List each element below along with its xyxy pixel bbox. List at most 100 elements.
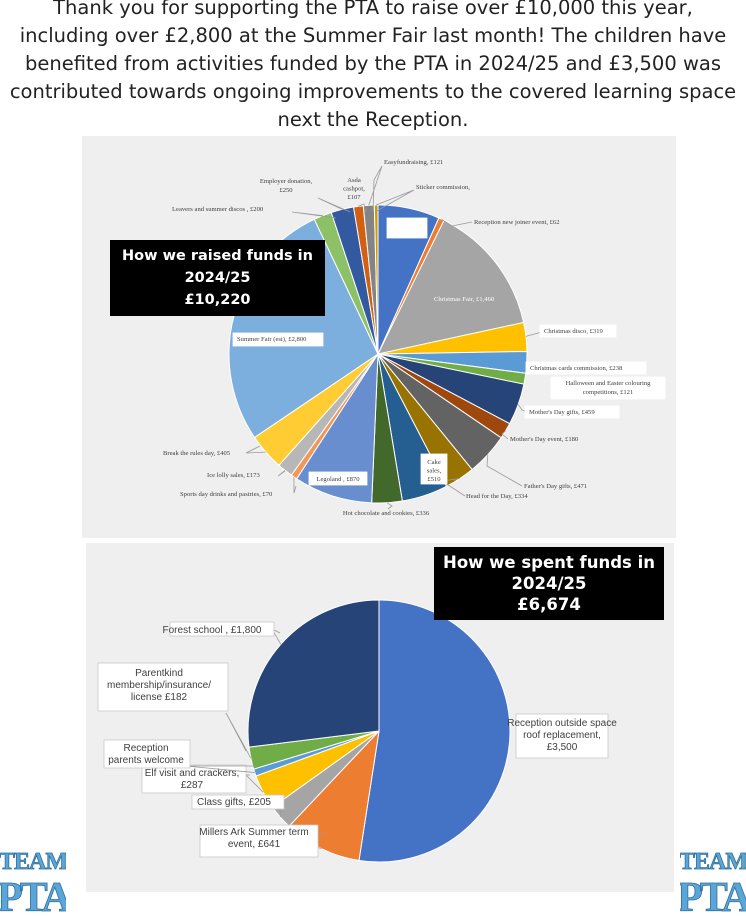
slice-label-hot-chocolate-and-cookies-336: Hot chocolate and cookies, £336 <box>343 502 430 517</box>
leader-line <box>374 189 415 213</box>
slice-label-halloween-and-easter-colouring-competitions-121: Halloween and Easter colouring competitio… <box>550 376 666 400</box>
intro-paragraph: Thank you for supporting the PTA to rais… <box>9 0 737 131</box>
label-line: sales, <box>427 468 442 475</box>
leader-line <box>277 470 286 477</box>
logo-team-text: TEAM <box>0 849 66 875</box>
label-line: membership/insurance/ <box>107 680 211 691</box>
team-pta-logo-right: TEAM PTA <box>680 849 746 916</box>
label-box <box>97 662 229 712</box>
slice-label-cake-sales-510: Cake sales,£510 <box>420 453 448 485</box>
label-line: Father's Day gifts, £471 <box>524 483 587 490</box>
label-line: Summer Fair (est), £2,800 <box>237 336 307 343</box>
label-line: Christmas cards commission, £238 <box>530 365 623 372</box>
label-line: Head for the Day, £334 <box>466 493 528 500</box>
label-line: Parentkind <box>135 668 183 679</box>
label-line: roof replacement, <box>523 730 601 741</box>
label-line: Reception outside space <box>507 718 617 729</box>
logo-team-text: TEAM <box>680 849 746 875</box>
leader-line <box>245 445 266 454</box>
label-line: parents welcome <box>108 755 184 766</box>
raised-funds-banner: How we raised funds in 2024/25 £10,220 <box>110 240 325 316</box>
spent-funds-total: £6,674 <box>517 595 581 614</box>
label-box <box>103 739 191 769</box>
label-line: Asda <box>347 177 361 184</box>
slice-label-break-the-rules-day-405: Break the rules day, £405 <box>163 445 266 457</box>
slice-label-christmas-cards-commission-238: Christmas cards commission, £238 <box>525 361 647 375</box>
slice-label-elf-visit-and-crackers-287: Elf visit and crackers,£287 <box>141 764 264 794</box>
label-line: competitions, £121 <box>583 389 634 396</box>
leader-line <box>441 218 473 227</box>
label-box <box>386 217 428 239</box>
team-pta-logo-left: TEAM PTA <box>0 849 66 916</box>
slice-label-forest-school-1-800: Forest school , £1,800 <box>163 621 282 645</box>
label-line: Ice lolly sales, £173 <box>207 472 260 479</box>
slice-label-leavers-and-summer-discos-200: Leavers and summer discos , £200 <box>172 206 337 219</box>
leader-line <box>486 454 523 487</box>
label-line: Millers Ark Summer term <box>199 827 308 838</box>
label-line: Reception <box>123 743 168 754</box>
label-box <box>515 713 609 759</box>
leader-line <box>293 477 297 494</box>
label-line: Legoland , £870 <box>316 476 360 483</box>
raised-funds-pie-chart: Uniform shop, £684 Reception new joiner ev… <box>163 159 666 517</box>
label-line: Class gifts, £205 <box>197 797 271 808</box>
slice-label-christmas-fair-1-460: Christmas Fair, £1,460 <box>434 296 495 303</box>
label-line: Forest school , £1,800 <box>163 625 262 636</box>
logo-pta-text: PTA <box>680 875 746 916</box>
label-line: £510 <box>427 476 441 483</box>
leader-line <box>317 197 351 213</box>
label-line: Easyfundraising, £121 <box>384 159 443 166</box>
label-line: Halloween and Easter colouring <box>566 380 651 387</box>
slice-label-ice-lolly-sales-173: Ice lolly sales, £173 <box>207 470 286 479</box>
label-line: Mother's Day event, £180 <box>510 436 579 443</box>
label-box <box>308 471 368 486</box>
leader-line <box>525 331 543 338</box>
label-box <box>420 453 448 485</box>
pie-slice-reception-outside-space-roof-replacement-3-500 <box>358 599 511 863</box>
slice-label-legoland-870: Legoland , £870 <box>308 471 368 486</box>
slice-label-mother-s-day-event-180: Mother's Day event, £180 <box>501 430 579 443</box>
label-line: Cake <box>427 459 441 466</box>
slice-label-summer-fair-est-2-800: Summer Fair (est), £2,800 <box>232 332 324 347</box>
slice-label-class-gifts-205: Class gifts, £205 <box>191 794 287 818</box>
leader-line <box>358 203 367 213</box>
leader-line <box>225 712 252 759</box>
label-line: Elf visit and crackers, <box>145 768 239 779</box>
label-box <box>524 405 620 419</box>
label-line: Reception new joiner event, £62 <box>474 219 560 226</box>
leader-line <box>501 430 509 440</box>
leader-line <box>386 502 393 510</box>
pie-slice-christmas-fair-1-460 <box>377 219 525 355</box>
label-line: event, £641 <box>228 839 281 850</box>
slice-label-sticker-commission: Sticker commission, <box>374 184 470 213</box>
spent-funds-chart-panel: Reception outside space roof replacement,… <box>86 543 674 892</box>
slice-label-father-s-day-gifts-471: Father's Day gifts, £471 <box>486 454 587 490</box>
slice-label-easyfundraising-121: Easyfundraising, £121 <box>368 159 443 213</box>
slice-label-employer-donation-250: Employer donation, £250 <box>260 178 351 213</box>
label-box <box>539 324 617 338</box>
slice-label-mother-s-day-gifts-459: Mother's Day gifts, £459 <box>517 404 620 419</box>
label-box <box>191 794 285 810</box>
label-box <box>141 764 247 794</box>
label-line: £250 <box>279 187 293 194</box>
label-line: Hot chocolate and cookies, £336 <box>343 510 430 517</box>
label-box <box>232 332 324 347</box>
label-line: Sports day drinks and pastries, £70 <box>180 491 273 498</box>
label-line: cashpot, <box>343 186 365 193</box>
leader-line <box>291 211 337 219</box>
slice-label-reception-new-joiner-event-62: Reception new joiner event, £62 <box>441 218 560 227</box>
label-line: license £182 <box>131 692 188 703</box>
label-line: Leavers and summer discos , £200 <box>172 206 264 213</box>
label-line: Sticker commission, <box>416 184 470 191</box>
label-line: £684 <box>400 230 414 237</box>
logo-pta-text: PTA <box>0 875 66 916</box>
label-line: Employer donation, <box>260 178 313 185</box>
label-box <box>169 621 275 637</box>
slice-label-uniform-shop-684: Uniform shop, £684 <box>386 217 428 239</box>
label-line: Christmas Fair, £1,460 <box>434 296 495 303</box>
slice-label-asda-cashpot-107: Asda cashpot,£107 <box>343 177 367 213</box>
